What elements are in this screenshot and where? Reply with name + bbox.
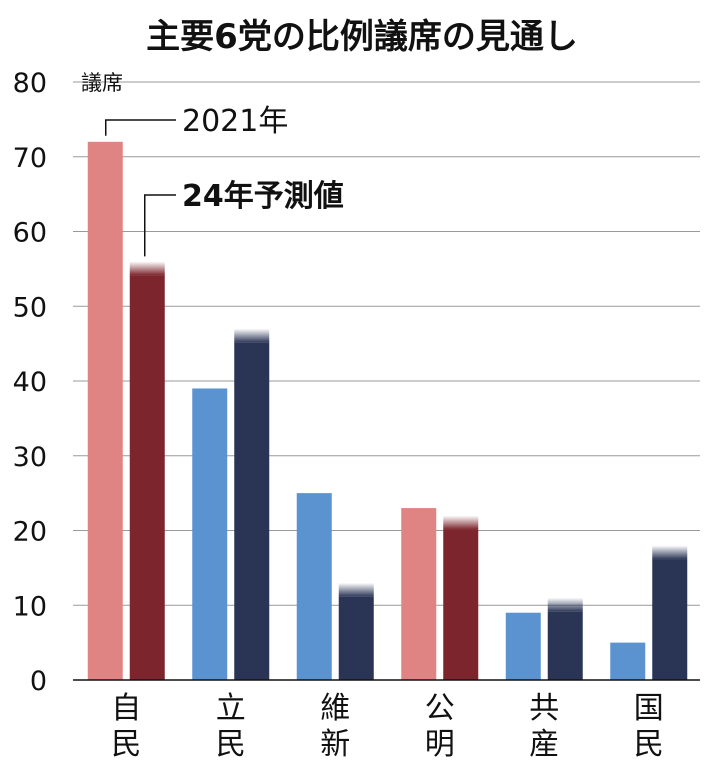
bar-2024-forecast (129, 275, 165, 680)
x-category-label: 維 (320, 691, 350, 726)
bar-2024-forecast-fade (129, 261, 165, 276)
x-category-label: 明 (425, 727, 455, 762)
y-axis-unit-label: 議席 (81, 71, 123, 95)
y-tick-label: 70 (13, 143, 47, 174)
x-category-label: 民 (111, 727, 141, 762)
y-tick-label: 30 (13, 442, 47, 473)
bar-2024-forecast-fade (547, 597, 583, 612)
bar-2024-forecast-fade (234, 328, 270, 343)
legend-label-2021: 2021年 (182, 104, 288, 139)
y-tick-label: 40 (13, 367, 47, 398)
x-category-label: 共 (529, 691, 559, 726)
chart-title: 主要6党の比例議席の見通し (146, 17, 578, 57)
legend-annotations: 2021年 24年予測値 (105, 104, 344, 257)
bar-2021 (610, 642, 646, 680)
x-category-label: 公 (425, 691, 455, 726)
y-tick-label: 20 (13, 517, 47, 548)
legend-leader-2024 (144, 194, 176, 257)
x-category-label: 新 (320, 727, 350, 762)
bar-2021 (296, 493, 332, 680)
y-axis-ticks: 0 10 20 30 40 50 60 70 80 (13, 68, 47, 697)
legend-leader-2021 (105, 119, 176, 136)
x-category-label: 国 (634, 691, 664, 726)
y-tick-label: 0 (30, 666, 47, 697)
bar-2021 (505, 612, 541, 680)
x-category-label: 民 (634, 727, 664, 762)
bar-2024-forecast-fade (443, 515, 479, 530)
x-category-label: 民 (216, 727, 246, 762)
bar-2021 (87, 141, 123, 681)
bar-2024-forecast (547, 611, 583, 680)
bar-2024-forecast (443, 529, 479, 680)
bar-2021 (192, 388, 228, 680)
bar-2021 (401, 508, 437, 680)
bar-2024-forecast (234, 342, 270, 680)
x-category-label: 立 (216, 691, 246, 726)
bar-2024-forecast (652, 559, 688, 680)
x-category-label: 産 (529, 727, 559, 762)
bar-2024-forecast-fade (652, 545, 688, 560)
y-tick-label: 10 (13, 591, 47, 622)
gridlines (73, 81, 700, 606)
y-tick-label: 80 (13, 68, 47, 99)
y-tick-label: 50 (13, 292, 47, 323)
bar-2024-forecast-fade (338, 582, 374, 597)
x-category-label: 自 (111, 691, 141, 726)
legend-label-2024-forecast: 24年予測値 (182, 179, 344, 214)
bars (87, 141, 688, 681)
bar-2024-forecast (338, 596, 374, 680)
y-tick-label: 60 (13, 218, 47, 249)
